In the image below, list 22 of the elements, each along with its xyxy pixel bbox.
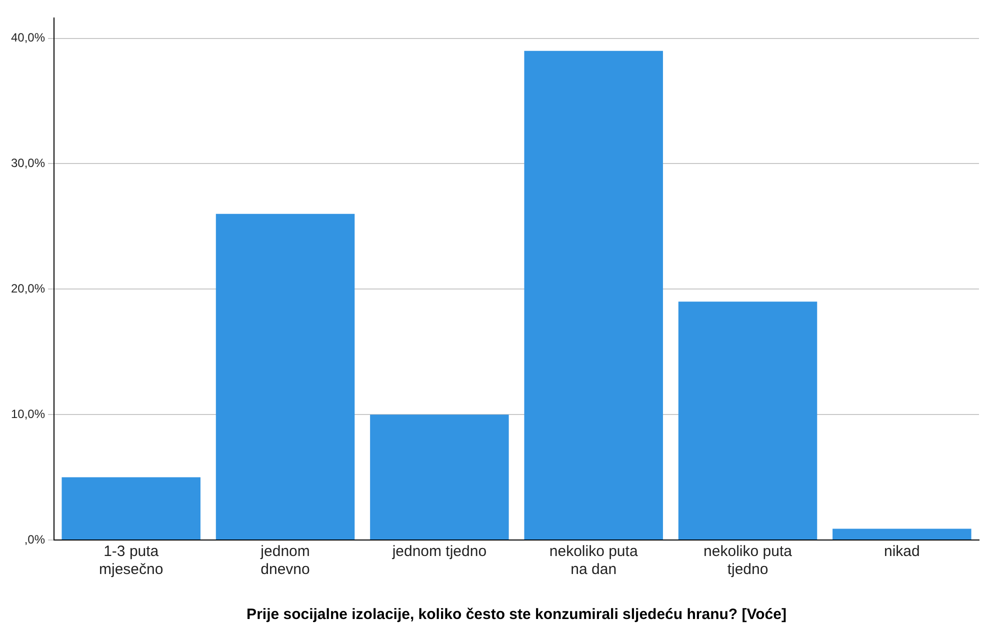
bar <box>524 50 663 540</box>
category-label: jednom <box>260 543 310 560</box>
category-label: tjedno <box>727 561 768 578</box>
y-tick-label: ,0% <box>24 532 46 546</box>
x-axis-title: Prije socijalne izolacije, koliko često ste konzumirali sljedeću hranu? [Voće] <box>246 606 786 624</box>
category-label: 1-3 puta <box>104 543 159 560</box>
y-tick-label: 10,0% <box>10 406 46 421</box>
category-label: nekoliko puta <box>704 543 792 560</box>
bar <box>370 414 509 540</box>
y-tick-label: 30,0% <box>10 156 46 170</box>
y-tick-label: 40,0% <box>10 30 46 45</box>
bar <box>216 214 355 540</box>
bar <box>678 302 818 540</box>
bar <box>832 528 972 540</box>
bar <box>62 477 200 540</box>
x-tick-label: jednom tjedno <box>391 543 487 560</box>
category-label: dnevno <box>260 561 310 578</box>
category-label: nekoliko puta <box>549 543 638 560</box>
category-label: na dan <box>570 561 617 578</box>
x-tick-label: nikad <box>884 543 920 560</box>
category-label: mjesečno <box>99 561 164 578</box>
y-tick-label: 20,0% <box>10 281 46 296</box>
